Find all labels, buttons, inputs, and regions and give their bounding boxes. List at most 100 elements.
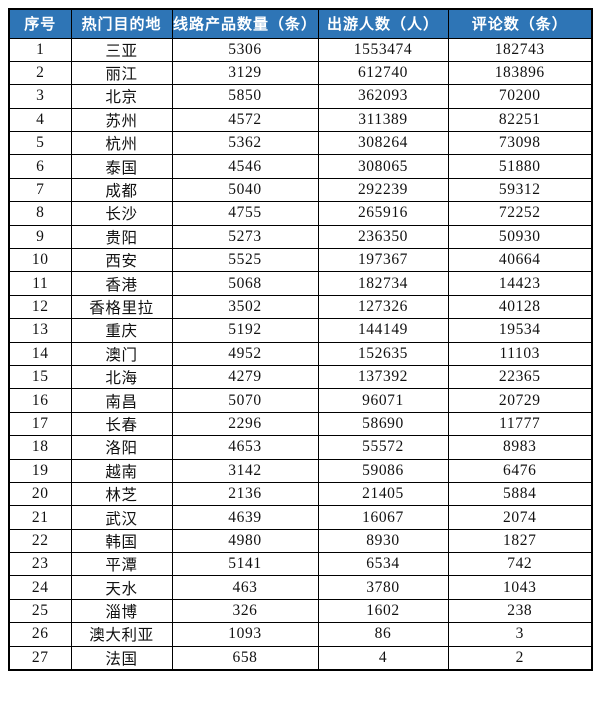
table-cell: 成都: [70, 177, 173, 203]
table-cell: 2074: [447, 505, 593, 530]
table-cell: 22: [8, 528, 72, 554]
table-cell: 292239: [317, 177, 449, 203]
table-cell: 6476: [447, 458, 593, 483]
table-cell: 3780: [317, 575, 449, 600]
table-cell: 西安: [70, 248, 173, 273]
table-cell: 4755: [171, 201, 319, 226]
table-cell: 58690: [317, 411, 449, 437]
table-cell: 24: [8, 575, 72, 600]
table-cell: 4279: [171, 364, 319, 390]
table-cell: 12: [8, 294, 72, 320]
table-cell: 长春: [70, 411, 173, 437]
table-row: 17 长春 2296 58690 11777: [8, 411, 593, 437]
table-row: 6 泰国 4546 308065 51880: [8, 154, 593, 179]
table-cell: 泰国: [70, 154, 173, 179]
table-cell: 越南: [70, 458, 173, 483]
table-cell: 137392: [317, 364, 449, 390]
table-cell: 21405: [317, 481, 449, 507]
table-cell: 5192: [171, 318, 319, 343]
table-row: 20 林芝 2136 21405 5884: [8, 481, 593, 507]
table-cell: 14423: [447, 271, 593, 296]
table-row: 10 西安 5525 197367 40664: [8, 248, 593, 273]
column-header-travelers: 出游人数（人）: [317, 8, 449, 39]
table-cell: 3129: [171, 60, 319, 86]
table-cell: 20: [8, 481, 72, 507]
table-cell: 4546: [171, 154, 319, 179]
table-cell: 19: [8, 458, 72, 483]
table-cell: 96071: [317, 388, 449, 413]
table-cell: 天水: [70, 575, 173, 600]
column-header-serial: 序号: [8, 8, 72, 39]
table-cell: 59086: [317, 458, 449, 483]
table-cell: 8983: [447, 435, 593, 460]
table-row: 15 北海 4279 137392 22365: [8, 364, 593, 390]
table-body: 1 三亚 5306 1553474 182743 2 丽江 3129 612740 183896 3…: [8, 37, 593, 671]
table-cell: 贵阳: [70, 224, 173, 250]
table-row: 27 法国 658 4 2: [8, 645, 593, 671]
table-cell: 20729: [447, 388, 593, 413]
table-cell: 5070: [171, 388, 319, 413]
table-cell: 1827: [447, 528, 593, 554]
table-cell: 1093: [171, 622, 319, 647]
table-cell: 19534: [447, 318, 593, 343]
table-row: 1 三亚 5306 1553474 182743: [8, 37, 593, 62]
table-cell: 香港: [70, 271, 173, 296]
table-cell: 1553474: [317, 37, 449, 62]
table-cell: 5525: [171, 248, 319, 273]
table-row: 14 澳门 4952 152635 11103: [8, 341, 593, 366]
table-row: 11 香港 5068 182734 14423: [8, 271, 593, 296]
table-cell: 3502: [171, 294, 319, 320]
table-cell: 1: [8, 37, 72, 62]
table-cell: 82251: [447, 107, 593, 133]
table-cell: 183896: [447, 60, 593, 86]
table-cell: 5141: [171, 552, 319, 577]
table-cell: 10: [8, 248, 72, 273]
table-cell: 182743: [447, 37, 593, 62]
column-header-products: 线路产品数量（条）: [171, 8, 319, 39]
table-cell: 1043: [447, 575, 593, 600]
table-row: 19 越南 3142 59086 6476: [8, 458, 593, 483]
table-cell: 杭州: [70, 131, 173, 156]
table-cell: 3: [8, 84, 72, 109]
table-cell: 463: [171, 575, 319, 600]
table-cell: 武汉: [70, 505, 173, 530]
table-cell: 15: [8, 364, 72, 390]
table-row: 3 北京 5850 362093 70200: [8, 84, 593, 109]
hot-destinations-table: 序号 热门目的地 线路产品数量（条） 出游人数（人） 评论数（条） 1 三亚 530…: [8, 8, 593, 671]
page: 序号 热门目的地 线路产品数量（条） 出游人数（人） 评论数（条） 1 三亚 530…: [8, 8, 593, 671]
table-cell: 5850: [171, 84, 319, 109]
table-cell: 658: [171, 645, 319, 671]
table-cell: 淄博: [70, 598, 173, 624]
table-cell: 11777: [447, 411, 593, 437]
table-cell: 25: [8, 598, 72, 624]
table-cell: 59312: [447, 177, 593, 203]
table-cell: 236350: [317, 224, 449, 250]
table-cell: 21: [8, 505, 72, 530]
table-cell: 南昌: [70, 388, 173, 413]
table-cell: 平潭: [70, 552, 173, 577]
table-cell: 5: [8, 131, 72, 156]
table-cell: 70200: [447, 84, 593, 109]
table-cell: 23: [8, 552, 72, 577]
table-cell: 238: [447, 598, 593, 624]
table-cell: 法国: [70, 645, 173, 671]
table-cell: 澳门: [70, 341, 173, 366]
table-row: 12 香格里拉 3502 127326 40128: [8, 294, 593, 320]
table-cell: 2: [8, 60, 72, 86]
table-cell: 311389: [317, 107, 449, 133]
table-cell: 苏州: [70, 107, 173, 133]
table-cell: 144149: [317, 318, 449, 343]
table-cell: 14: [8, 341, 72, 366]
table-cell: 152635: [317, 341, 449, 366]
table-cell: 362093: [317, 84, 449, 109]
table-cell: 17: [8, 411, 72, 437]
table-row: 5 杭州 5362 308264 73098: [8, 131, 593, 156]
table-cell: 2136: [171, 481, 319, 507]
table-row: 22 韩国 4980 8930 1827: [8, 528, 593, 554]
table-cell: 326: [171, 598, 319, 624]
table-row: 8 长沙 4755 265916 72252: [8, 201, 593, 226]
table-cell: 6: [8, 154, 72, 179]
table-cell: 265916: [317, 201, 449, 226]
table-cell: 4: [8, 107, 72, 133]
table-cell: 6534: [317, 552, 449, 577]
